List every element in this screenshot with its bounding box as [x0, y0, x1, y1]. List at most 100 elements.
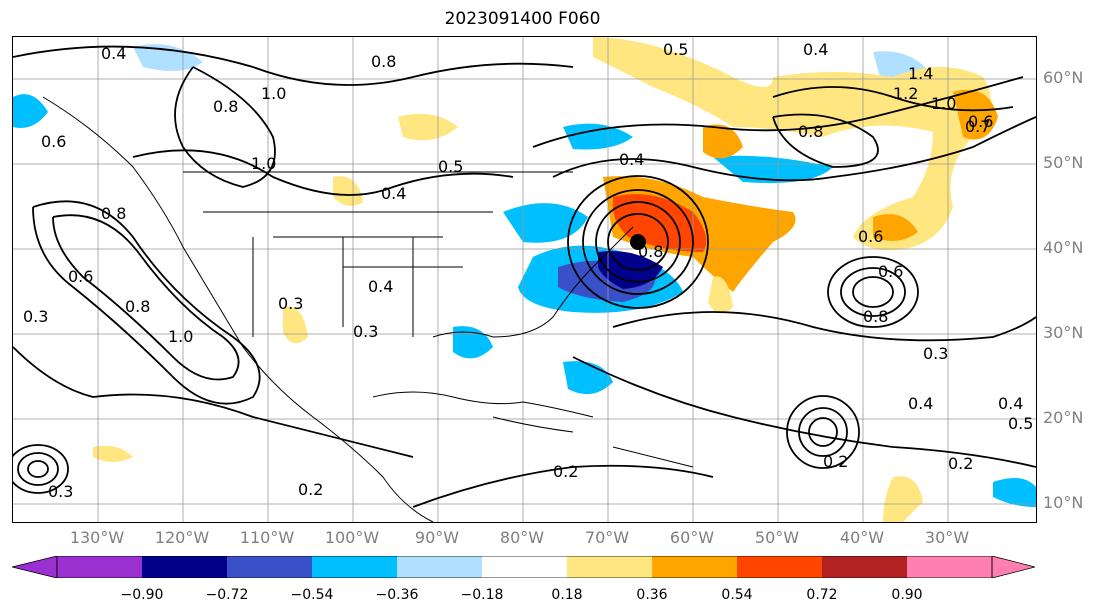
- contour-label: 0.5: [1008, 414, 1033, 433]
- colorbar-tick-label: −0.90: [120, 587, 164, 603]
- negative-anomaly-area: [453, 326, 493, 359]
- colorbar-tick-label: −0.72: [205, 587, 249, 603]
- colorbar: [12, 556, 1035, 578]
- positive-anomaly-area: [398, 113, 458, 141]
- lon-label: 90°W: [414, 528, 460, 547]
- negative-anomaly-area: [563, 361, 613, 395]
- contour-label: 0.7: [965, 117, 990, 136]
- colorbar-bin: [397, 556, 482, 578]
- lon-label: 70°W: [584, 528, 630, 547]
- lon-label: 80°W: [499, 528, 545, 547]
- contour-label: 0.8: [101, 204, 126, 223]
- contour-label: 0.2: [298, 480, 323, 499]
- lon-label: 110°W: [239, 528, 295, 547]
- lon-label: 40°W: [839, 528, 885, 547]
- map-panel: 0.4 0.8 1.0 0.6 0.8 1.0 0.8 0.5 0.4 0.6 …: [12, 36, 1037, 523]
- lat-label: 50°N: [1043, 153, 1084, 172]
- lon-label: 100°W: [324, 528, 380, 547]
- contour-label: 1.0: [168, 327, 193, 346]
- contour-label: 1.0: [931, 94, 956, 113]
- negative-anomaly-area: [563, 123, 633, 150]
- contour-label: 0.3: [48, 482, 73, 501]
- contour-label: 0.4: [803, 40, 828, 59]
- contour-label: 0.6: [68, 267, 93, 286]
- positive-anomaly-area: [883, 476, 923, 522]
- contour-label: 0.3: [353, 322, 378, 341]
- contours: [13, 45, 1036, 508]
- colorbar-tick-label: −0.36: [375, 587, 419, 603]
- contour-label: 0.5: [663, 40, 688, 59]
- colorbar-bin: [907, 556, 992, 578]
- positive-anomaly-area: [708, 276, 733, 314]
- lon-label: 30°W: [924, 528, 970, 547]
- contour-label: 0.8: [125, 297, 150, 316]
- colorbar-bin: [567, 556, 652, 578]
- lon-label: 130°W: [69, 528, 125, 547]
- lat-label: 20°N: [1043, 408, 1084, 427]
- contour-label: 0.2: [823, 452, 848, 471]
- lon-label: 60°W: [669, 528, 715, 547]
- positive-anomaly-area: [703, 124, 743, 159]
- contour-label: 0.4: [908, 394, 933, 413]
- contour-label: 0.8: [863, 307, 888, 326]
- positive-anomaly-area: [873, 214, 918, 241]
- lat-label: 60°N: [1043, 68, 1084, 87]
- contour-label: 0.5: [438, 157, 463, 176]
- contour-label: 0.4: [368, 277, 393, 296]
- colorbar-tick-label: 0.90: [891, 587, 923, 603]
- contour-label: 0.2: [948, 454, 973, 473]
- contour-label: 0.4: [998, 394, 1023, 413]
- colorbar-bin: [227, 556, 312, 578]
- contour-label: 0.3: [278, 294, 303, 313]
- colorbar-bin: [652, 556, 737, 578]
- positive-anomaly-area: [953, 89, 998, 140]
- contour-label: 1.2: [893, 84, 918, 103]
- positive-anomaly-area: [93, 445, 133, 462]
- storm-center-marker: [630, 234, 646, 250]
- colorbar-tick-label: 0.72: [806, 587, 838, 603]
- colorbar-bin: [142, 556, 227, 578]
- colorbar-bin: [312, 556, 397, 578]
- contour-label: 0.8: [371, 52, 396, 71]
- contour-label: 0.8: [638, 242, 663, 261]
- contour-label: 0.8: [213, 97, 238, 116]
- colorbar-tick-label: 0.18: [551, 587, 583, 603]
- colorbar-extend-low: [12, 556, 58, 578]
- figure-title: 2023091400 F060: [444, 9, 601, 29]
- colorbar-bin: [822, 556, 907, 578]
- lon-label: 50°W: [754, 528, 800, 547]
- negative-anomaly-area: [993, 478, 1036, 507]
- contour-label: 0.2: [553, 462, 578, 481]
- negative-anomaly-area: [133, 44, 203, 71]
- contour-label-layer: 0.4 0.8 1.0 0.6 0.8 1.0 0.8 0.5 0.4 0.6 …: [23, 40, 1033, 501]
- colorbar-tick-label: −0.18: [460, 587, 504, 603]
- contour-label: 0.6: [878, 262, 903, 281]
- lon-label: 120°W: [154, 528, 210, 547]
- contour-label: 0.4: [101, 44, 126, 63]
- negative-anomaly-area: [503, 203, 588, 243]
- colorbar-tick-label: −0.54: [290, 587, 334, 603]
- contour-label: 0.3: [923, 344, 948, 363]
- lat-label: 10°N: [1043, 493, 1084, 512]
- positive-anomaly-area: [333, 176, 363, 206]
- colorbar-tick-label: 0.54: [721, 587, 753, 603]
- coastlines: [42, 96, 694, 522]
- colorbar-extend-high: [991, 556, 1035, 578]
- contour-label: 1.0: [261, 84, 286, 103]
- contour-label: 0.6: [858, 227, 883, 246]
- colorbar-bin: [737, 556, 822, 578]
- contour-label: 0.4: [619, 150, 644, 169]
- map-svg: 0.4 0.8 1.0 0.6 0.8 1.0 0.8 0.5 0.4 0.6 …: [13, 37, 1036, 522]
- positive-anomaly-area: [593, 37, 991, 251]
- contour-label: 1.4: [908, 64, 933, 83]
- contour-label: 0.8: [798, 122, 823, 141]
- lat-label: 30°N: [1043, 323, 1084, 342]
- colorbar-tick-label: 0.36: [636, 587, 668, 603]
- negative-anomaly-area: [13, 94, 48, 128]
- contour-label: 0.6: [968, 112, 993, 131]
- contour-label: 1.0: [251, 154, 276, 173]
- contour-label: 0.4: [381, 184, 406, 203]
- colorbar-bin: [57, 556, 142, 578]
- lat-label: 40°N: [1043, 238, 1084, 257]
- colorbar-bin: [482, 556, 567, 578]
